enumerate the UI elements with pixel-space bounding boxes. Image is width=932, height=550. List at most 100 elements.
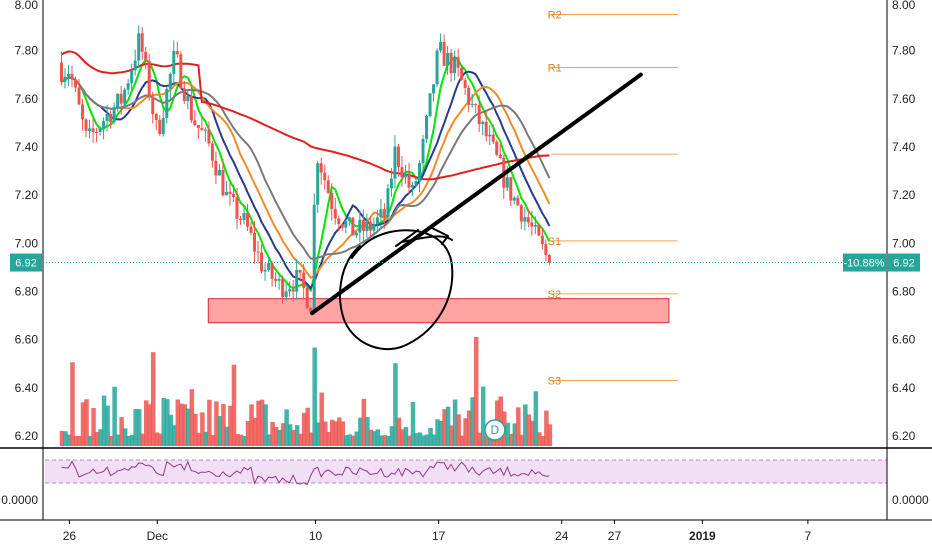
moving-average-line	[60, 76, 551, 261]
volume-bar	[161, 398, 167, 446]
candle-body	[467, 87, 471, 105]
volume-bar	[466, 410, 472, 446]
volume-bar	[526, 414, 532, 446]
volume-bar	[228, 405, 233, 446]
volume-bar	[365, 417, 370, 446]
volume-bar	[168, 414, 174, 446]
volume-bar	[410, 401, 416, 446]
candle-body	[246, 213, 250, 227]
candle-body	[509, 177, 513, 201]
candle-body	[284, 291, 288, 298]
candle-body	[516, 197, 520, 206]
time-tick-label: 2019	[689, 529, 716, 543]
price-tick-label: 6.20	[15, 429, 39, 443]
volume-bar	[308, 432, 314, 446]
candle-body	[414, 181, 418, 186]
volume-bar	[533, 391, 539, 446]
candle-body	[393, 146, 397, 179]
volume-bar	[73, 435, 79, 446]
volume-bar	[298, 433, 303, 446]
volume-bar	[516, 407, 521, 446]
candle-body	[530, 222, 534, 227]
candle-body	[386, 188, 390, 218]
volume-bar	[287, 424, 293, 446]
pivot-label-s2: S2	[548, 289, 561, 301]
volume-bar	[105, 405, 110, 446]
candle-body	[77, 87, 81, 105]
trend-line	[310, 72, 643, 316]
volume-bar	[403, 427, 409, 446]
candle-body	[165, 88, 169, 119]
candle-body	[326, 180, 330, 193]
volume-bar	[463, 418, 468, 446]
volume-bar	[452, 399, 458, 446]
volume-bar	[347, 434, 353, 446]
pivot-label-r2: R2	[548, 9, 562, 21]
price-tick-label: 7.40	[892, 140, 916, 154]
candle-body	[407, 173, 411, 188]
volume-bar	[196, 432, 202, 446]
candle-body	[63, 76, 67, 82]
candle-body	[330, 192, 334, 209]
candle-body	[256, 251, 260, 253]
candle-body	[235, 196, 239, 219]
pivot-label-s3: S3	[548, 376, 561, 388]
support-zone[interactable]	[207, 298, 670, 324]
volume-bar	[407, 435, 412, 446]
price-tick-label: 7.40	[15, 140, 39, 154]
volume-bar	[193, 413, 198, 446]
candle-body	[126, 83, 130, 90]
price-tick-label: 6.40	[892, 381, 916, 395]
volume-bar	[322, 421, 328, 446]
candle-body	[291, 289, 295, 292]
candle-body	[365, 221, 369, 232]
candle-body	[333, 208, 337, 219]
volume-bar	[277, 429, 282, 446]
price-tick-label: 6.60	[15, 333, 39, 347]
chart-frame	[0, 0, 932, 521]
volume-bar	[165, 399, 170, 446]
volume-bar	[63, 431, 68, 446]
volume-bar	[484, 435, 489, 446]
volume-bar	[94, 431, 100, 446]
volume-bar	[214, 401, 219, 446]
volume-bar	[438, 421, 444, 446]
candle-body	[491, 134, 495, 142]
candle-body	[238, 218, 242, 220]
volume-bar	[337, 417, 342, 446]
candle-body	[267, 262, 271, 270]
candle-body	[533, 224, 537, 227]
drawings[interactable]	[310, 72, 643, 351]
candle-body	[224, 191, 228, 196]
volume-bar	[435, 419, 440, 446]
volume-bar	[143, 400, 149, 446]
volume-bar	[449, 425, 454, 446]
volume-bar	[340, 421, 346, 446]
volume-bar	[221, 404, 226, 446]
candle-body	[498, 154, 502, 159]
volume-bar	[186, 408, 191, 446]
volume-bar	[509, 433, 514, 446]
candle-body	[203, 129, 207, 131]
volume-bar	[379, 435, 384, 446]
rsi-tick-label: 0.0000	[892, 493, 929, 507]
event-marker[interactable]: D	[484, 419, 506, 441]
volume-bar	[280, 423, 286, 446]
volume-bar	[224, 426, 230, 446]
volume-bar	[445, 406, 451, 446]
volume-bar	[179, 403, 184, 446]
candle-body	[477, 104, 481, 125]
rsi-tick-label: 0.0000	[1, 493, 38, 507]
candle-body	[547, 255, 551, 263]
price-tick-label: 7.80	[15, 44, 39, 58]
candle-body	[207, 129, 211, 144]
volume-bar	[473, 336, 479, 446]
volume-bar	[59, 430, 65, 446]
support-zone-box	[207, 298, 670, 324]
volume-bar	[414, 433, 419, 446]
volume-bar	[477, 432, 482, 446]
volume-bar	[140, 433, 145, 446]
candle-body	[372, 224, 376, 231]
volume-bar	[182, 404, 188, 446]
